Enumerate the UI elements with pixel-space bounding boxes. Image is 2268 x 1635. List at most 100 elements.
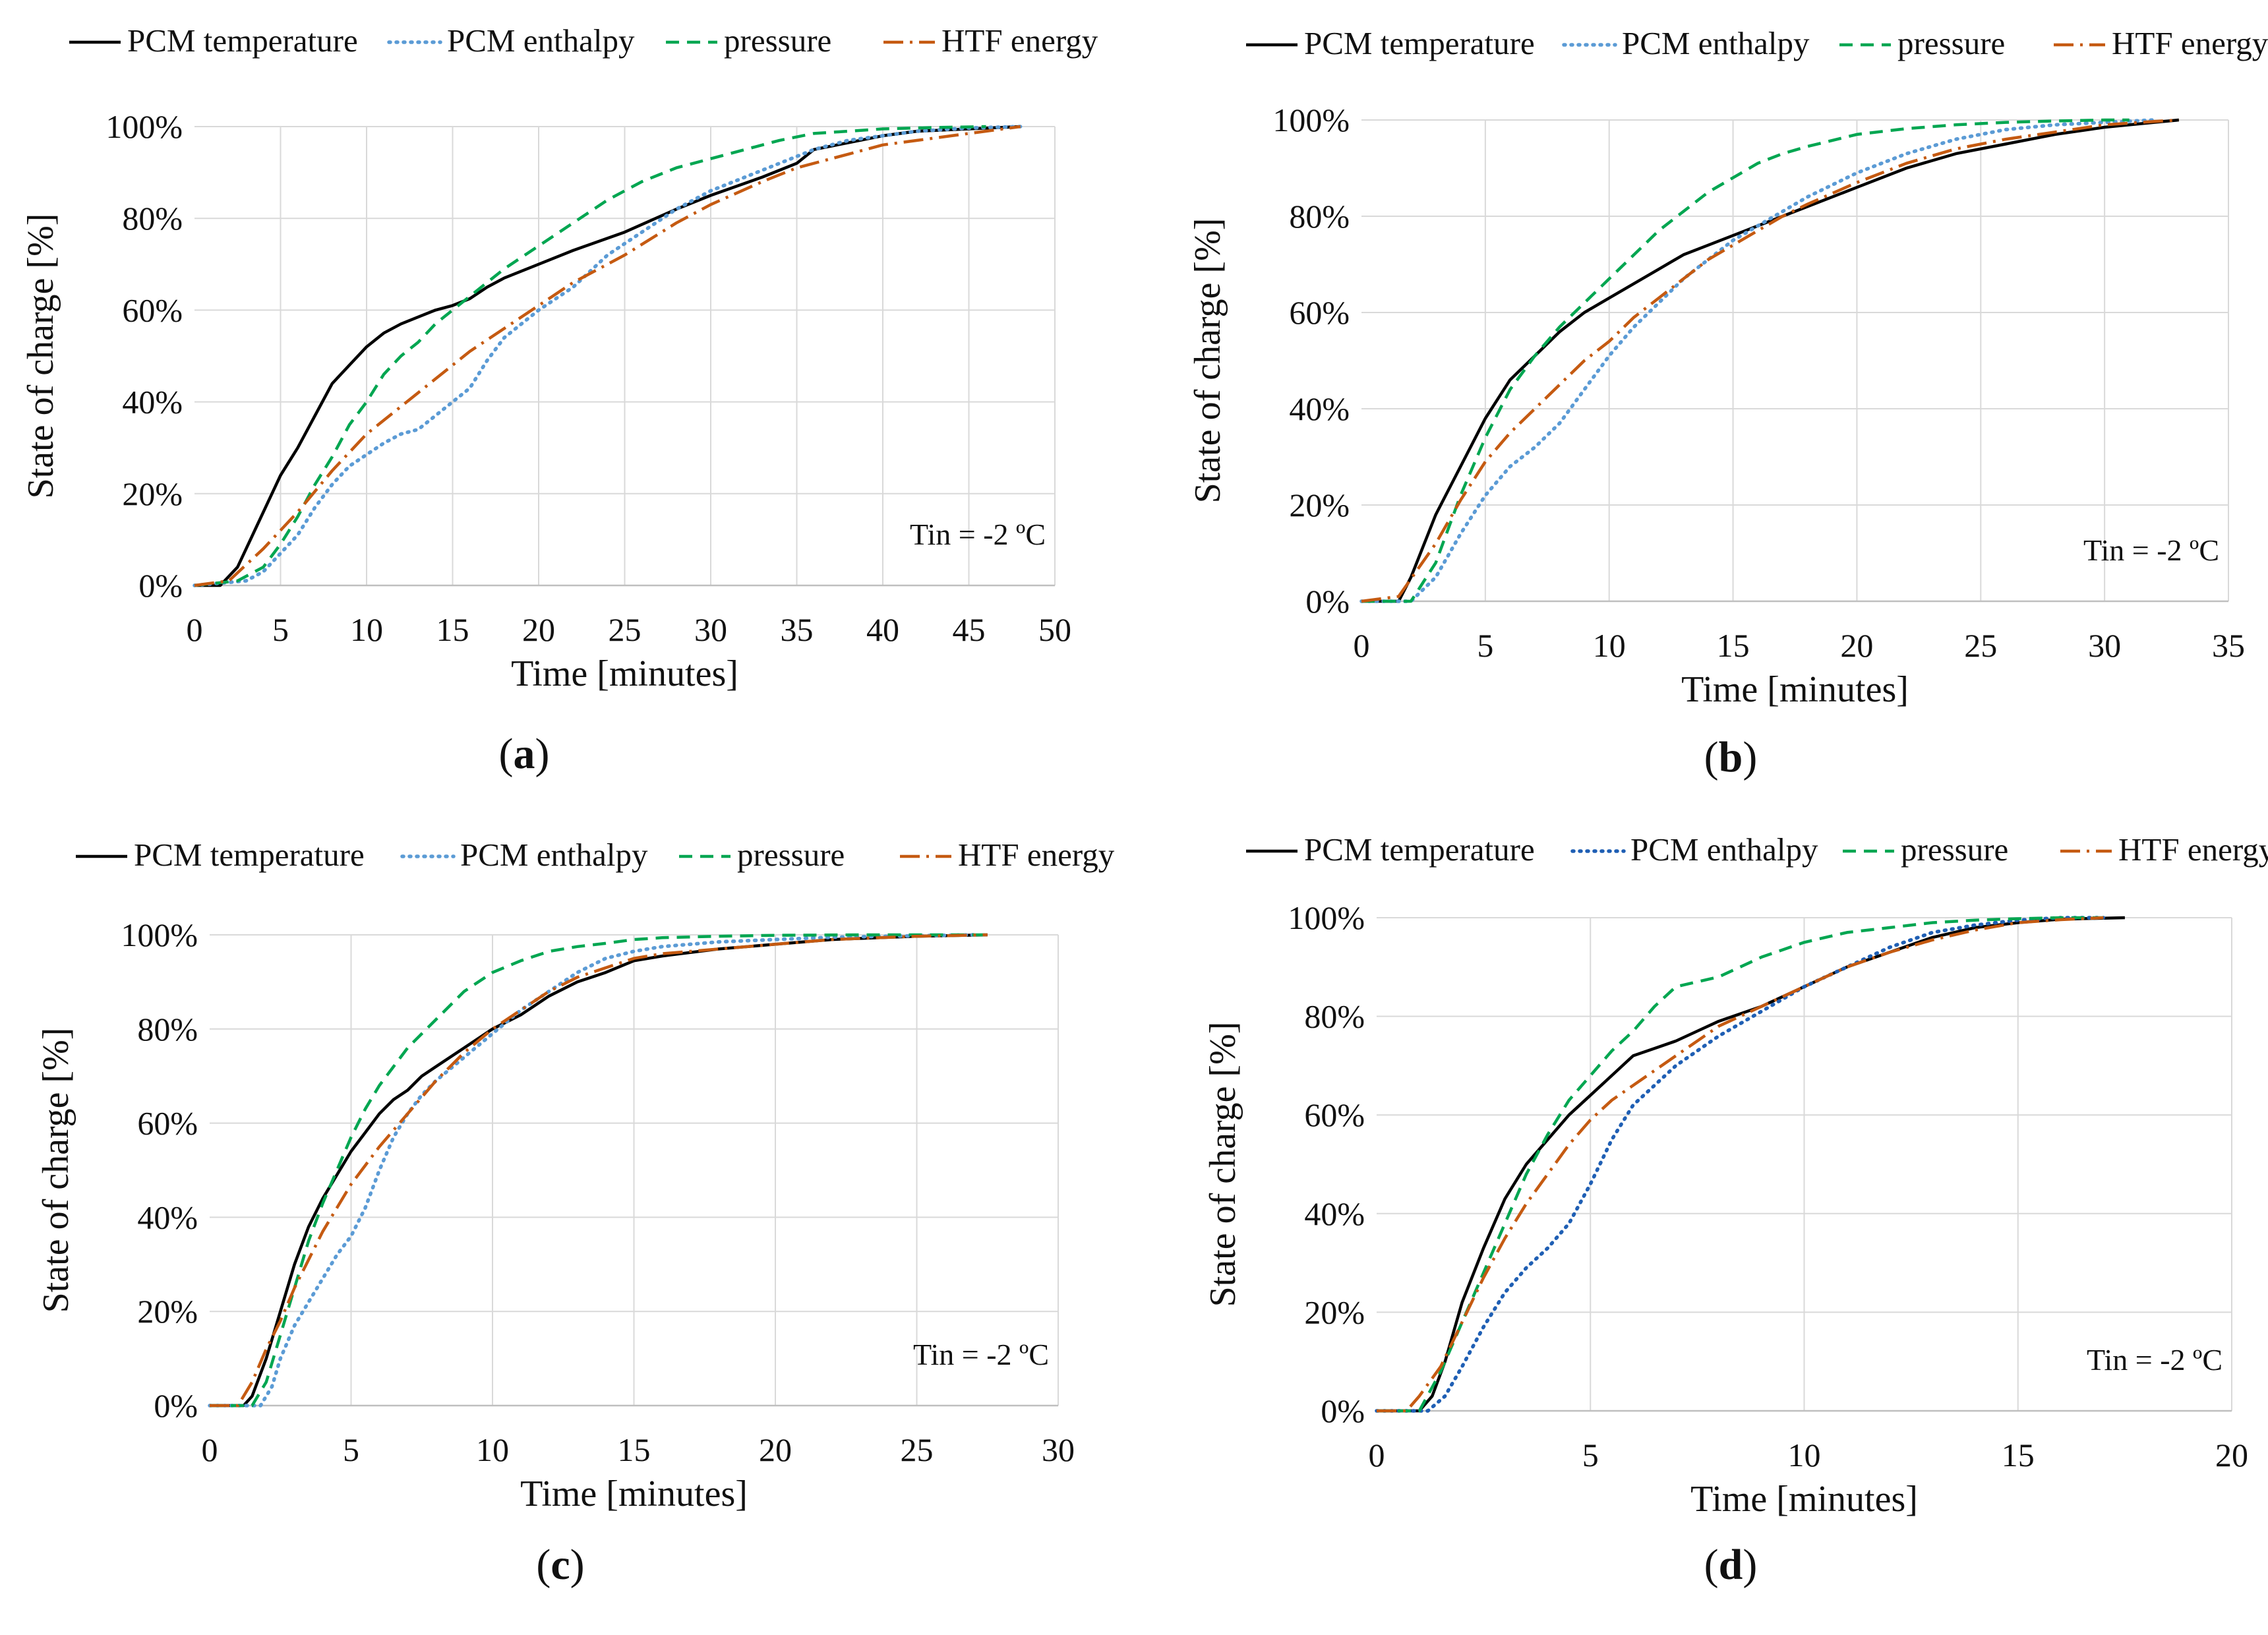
x-tick-label: 50	[1038, 611, 1071, 648]
chart-d: 0% 20% 40% 60% 80% 100% 0 5 10 15 20 Time [minutes]…	[1203, 831, 2268, 1589]
series-line-htf-energy	[210, 933, 988, 1408]
y-tick-label: 20%	[1289, 487, 1350, 523]
x-tick-label: 0	[1354, 627, 1370, 664]
series-line-pcm-temperature	[1361, 118, 2180, 603]
series-line-pressure	[1361, 118, 2130, 603]
y-axis-title: State of charge [%]	[20, 214, 61, 499]
panel-caption: (b)	[1704, 733, 1758, 781]
legend-label: PCM enthalpy	[460, 837, 648, 873]
legend-label: HTF energy	[941, 22, 1098, 59]
legend-label: PCM enthalpy	[447, 22, 635, 59]
x-tick-label: 20	[2215, 1437, 2248, 1473]
x-tick-label: 5	[343, 1431, 359, 1468]
caption-letter: c	[551, 1541, 570, 1589]
series-line-pcm-enthalpy	[1375, 916, 2106, 1413]
legend-label: HTF energy	[2118, 831, 2268, 868]
series-line-htf-energy	[1377, 916, 2104, 1413]
y-tick-label: 40%	[1304, 1195, 1365, 1232]
x-tick-label: 0	[187, 611, 203, 648]
series-line-pcm-temperature	[1377, 916, 2125, 1413]
legend-label: PCM temperature	[1304, 831, 1535, 868]
x-tick-label: 5	[1582, 1437, 1599, 1473]
y-tick-label: 80%	[122, 200, 183, 237]
legend-label: pressure	[1901, 831, 2008, 868]
x-axis-title: Time [minutes]	[511, 653, 738, 694]
y-tick-label: 100%	[1272, 102, 1350, 138]
legend-label: PCM enthalpy	[1630, 831, 1818, 868]
x-axis-title: Time [minutes]	[520, 1473, 748, 1514]
y-tick-label: 60%	[137, 1105, 198, 1142]
series-line-pcm-enthalpy	[193, 125, 1023, 587]
series-line-pcm-temperature	[194, 125, 1021, 587]
annotation-tin: Tin = -2 ºC	[2083, 533, 2219, 567]
legend-label: HTF energy	[2112, 25, 2268, 61]
chart-a: 0% 20% 40% 60% 80% 100% 0 5 10 15 20 25 30 35 40 45 50 Ti…	[20, 22, 1098, 778]
y-tick-label: 0%	[1305, 583, 1350, 620]
legend-label: PCM temperature	[134, 837, 365, 873]
chart-b: 0% 20% 40% 60% 80% 100% 0 5 10 15 20 25 30 35 Time [mi…	[1187, 25, 2268, 781]
y-axis-title: State of charge [%]	[36, 1028, 76, 1313]
x-tick-label: 30	[1042, 1431, 1075, 1468]
x-tick-label: 15	[2002, 1437, 2035, 1473]
y-tick-label: 100%	[1288, 899, 1365, 936]
x-tick-label: 20	[522, 611, 555, 648]
y-tick-label: 0%	[138, 567, 183, 604]
series-line-pressure	[1377, 916, 2104, 1413]
series-line-pressure	[210, 933, 988, 1408]
series-line-pcm-enthalpy	[1359, 118, 2157, 603]
y-tick-label: 0%	[1321, 1392, 1365, 1429]
x-tick-label: 15	[436, 611, 469, 648]
y-tick-label: 100%	[105, 108, 183, 145]
caption-open: (	[1704, 733, 1719, 781]
caption-close: )	[1743, 733, 1757, 781]
y-tick-label: 80%	[1289, 198, 1350, 235]
chart-c: 0% 20% 40% 60% 80% 100% 0 5 10 15 20 25 30 Time [minu…	[36, 837, 1115, 1589]
y-tick-label: 40%	[137, 1199, 198, 1235]
legend-label: pressure	[1897, 25, 2005, 61]
x-tick-label: 45	[953, 611, 986, 648]
panel-caption: (a)	[499, 730, 550, 778]
x-tick-label: 25	[609, 611, 642, 648]
x-tick-label: 25	[1964, 627, 1997, 664]
y-tick-label: 20%	[137, 1293, 198, 1330]
x-tick-label: 30	[694, 611, 727, 648]
x-tick-label: 10	[1593, 627, 1626, 664]
x-tick-label: 20	[759, 1431, 792, 1468]
series-line-pcm-enthalpy	[208, 933, 976, 1408]
y-axis-title: State of charge [%]	[1203, 1022, 1243, 1307]
caption-letter: d	[1719, 1541, 1743, 1589]
caption-letter: a	[514, 730, 535, 778]
x-tick-label: 10	[476, 1431, 509, 1468]
y-tick-label: 100%	[121, 916, 198, 953]
x-tick-label: 5	[272, 611, 289, 648]
caption-close: )	[1743, 1541, 1757, 1589]
y-tick-label: 20%	[1304, 1293, 1365, 1330]
legend-label: PCM temperature	[1304, 25, 1535, 61]
y-tick-label: 0%	[154, 1387, 198, 1424]
series-line-pcm-temperature	[210, 933, 988, 1408]
annotation-tin: Tin = -2 ºC	[910, 518, 1046, 551]
x-tick-label: 25	[901, 1431, 934, 1468]
legend-label: PCM enthalpy	[1622, 25, 1810, 61]
series-line-htf-energy	[194, 125, 1021, 587]
x-tick-label: 40	[866, 611, 899, 648]
caption-open: (	[1704, 1541, 1719, 1589]
x-tick-label: 30	[2088, 627, 2121, 664]
x-tick-label: 0	[1369, 1437, 1385, 1473]
x-tick-label: 15	[618, 1431, 651, 1468]
x-axis-title: Time [minutes]	[1681, 669, 1909, 710]
y-tick-label: 80%	[137, 1011, 198, 1048]
y-tick-label: 60%	[122, 291, 183, 328]
caption-open: (	[499, 730, 514, 778]
x-tick-label: 10	[350, 611, 383, 648]
y-tick-label: 40%	[122, 384, 183, 421]
series-line-pressure	[194, 125, 986, 587]
legend-label: HTF energy	[958, 837, 1115, 873]
series-line-htf-energy	[1361, 118, 2180, 603]
y-tick-label: 40%	[1289, 390, 1350, 427]
panel-caption: (c)	[536, 1541, 584, 1589]
legend-label: pressure	[724, 22, 831, 59]
legend-label: PCM temperature	[127, 22, 358, 59]
panel-caption: (d)	[1704, 1541, 1758, 1589]
x-tick-label: 5	[1477, 627, 1493, 664]
